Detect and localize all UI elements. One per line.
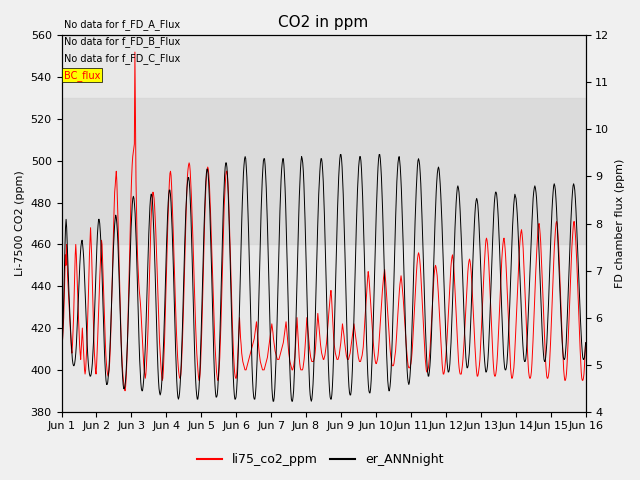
Text: No data for f_FD_C_Flux: No data for f_FD_C_Flux bbox=[64, 53, 180, 64]
Title: CO2 in ppm: CO2 in ppm bbox=[278, 15, 369, 30]
Text: No data for f_FD_B_Flux: No data for f_FD_B_Flux bbox=[64, 36, 180, 47]
Text: No data for f_FD_A_Flux: No data for f_FD_A_Flux bbox=[64, 19, 180, 30]
Legend: li75_co2_ppm, er_ANNnight: li75_co2_ppm, er_ANNnight bbox=[191, 448, 449, 471]
Bar bbox=[61, 98, 586, 244]
Y-axis label: FD chamber flux (ppm): FD chamber flux (ppm) bbox=[615, 159, 625, 288]
Y-axis label: Li-7500 CO2 (ppm): Li-7500 CO2 (ppm) bbox=[15, 170, 25, 276]
Text: BC_flux: BC_flux bbox=[64, 70, 100, 81]
